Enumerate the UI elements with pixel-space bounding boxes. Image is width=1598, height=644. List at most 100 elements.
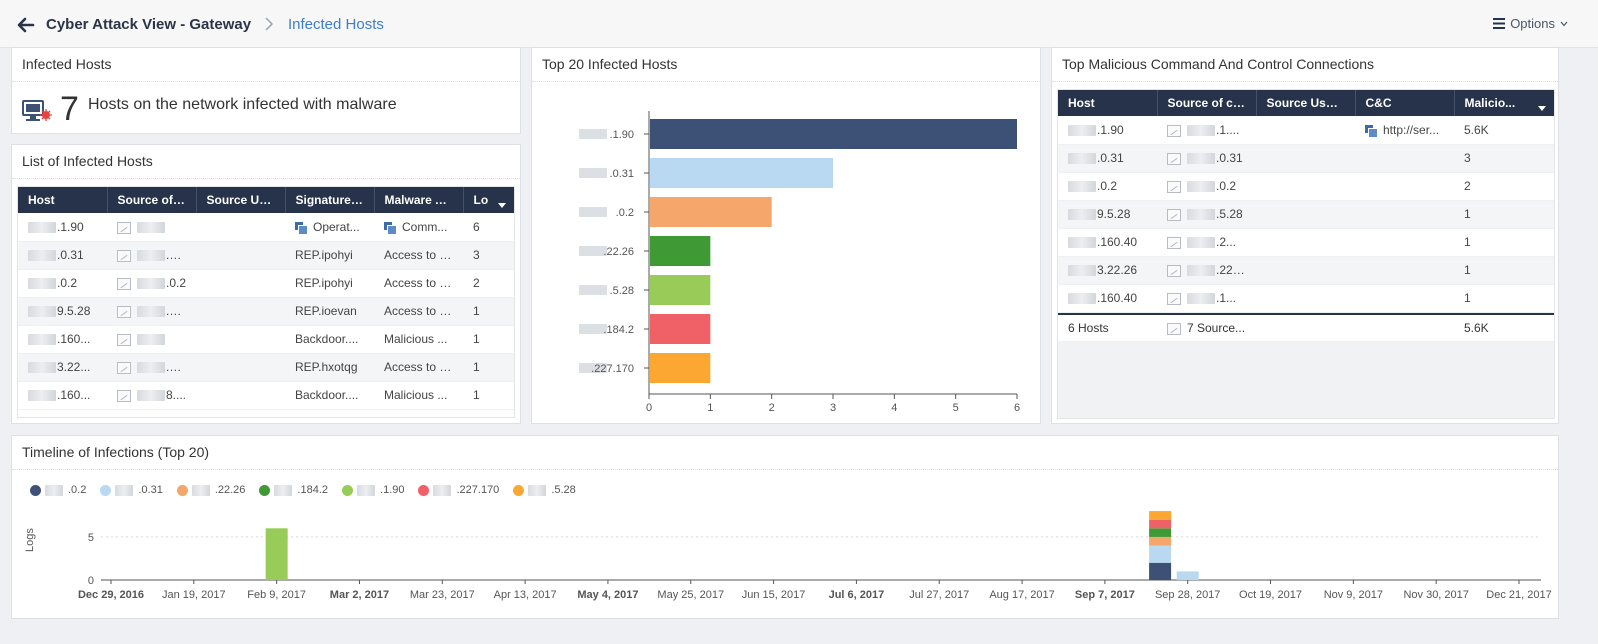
bar[interactable] — [650, 353, 711, 383]
legend-item[interactable]: .0.2 — [30, 484, 86, 496]
redacted-text — [1187, 209, 1215, 221]
timeline-bar-segment[interactable] — [1149, 519, 1172, 529]
table-row[interactable]: .1.90.1.... http://ser... 5.6K — [1058, 116, 1554, 145]
column-header-source-user[interactable]: Source User... — [1256, 90, 1356, 116]
timeline-bar-segment[interactable] — [265, 528, 288, 580]
source-cell: .5.28 — [107, 297, 196, 326]
timeline-bar-segment[interactable] — [1149, 562, 1172, 580]
legend-item[interactable]: .5.28 — [513, 484, 576, 496]
legend-label: .1.90 — [380, 484, 405, 496]
bar[interactable] — [650, 236, 711, 266]
source-user-cell — [196, 297, 285, 326]
redacted-text — [1068, 293, 1096, 305]
legend-swatch — [259, 484, 271, 496]
breadcrumb-current[interactable]: Infected Hosts — [288, 16, 384, 33]
hamburger-icon — [1493, 18, 1506, 29]
table-row[interactable]: 3.22... .22... REP.hxotqg Access to s... 1 — [18, 353, 514, 382]
column-header-logs[interactable]: Lo — [463, 187, 514, 213]
copy-icon[interactable] — [1365, 124, 1378, 138]
redacted-text — [1187, 265, 1215, 277]
image-icon — [1167, 264, 1181, 277]
timeline-bar-segment[interactable] — [1149, 536, 1172, 546]
signature-cell: REP.ipohyi — [285, 241, 374, 270]
redacted-text — [274, 484, 293, 496]
x-tick-label: May 4, 2017 — [577, 589, 638, 601]
legend-item[interactable]: .0.31 — [100, 484, 163, 496]
malware-cell: Comm... — [374, 213, 463, 242]
table-row[interactable]: .160... 8.... Backdoor.... Malicious ... 1 — [18, 381, 514, 410]
redacted-text — [1068, 237, 1096, 249]
chevron-down-icon — [1560, 21, 1568, 26]
redacted-text — [28, 250, 56, 262]
source-user-cell — [1256, 228, 1355, 257]
table-row[interactable]: .0.2.0.2 REP.ipohyi Access to s... 2 — [18, 269, 514, 298]
top20-infected-hosts-panel: Top 20 Infected Hosts 0 1 2 3 4 5 6 .1.90 .0.31.… — [531, 47, 1041, 424]
redacted-text — [28, 278, 56, 290]
y-tick-label: 0 — [88, 575, 94, 587]
bar[interactable] — [650, 314, 711, 344]
legend-item[interactable]: .227.170 — [418, 484, 499, 496]
timeline-bar-segment[interactable] — [1149, 545, 1172, 563]
infected-hosts-description: Hosts on the network infected with malwa… — [88, 96, 397, 113]
malicious-cell: 1 — [1454, 200, 1554, 229]
column-header-source[interactable]: Source of ... — [107, 187, 197, 213]
legend-label: .5.28 — [551, 484, 576, 496]
legend-item[interactable]: .1.90 — [342, 484, 404, 496]
x-tick-label: 6 — [1014, 402, 1020, 414]
column-header-malware[interactable]: Malware A... — [374, 187, 464, 213]
table-row[interactable]: .160... Backdoor.... Malicious ... 1 — [18, 325, 514, 354]
column-header-host[interactable]: Host — [1058, 90, 1158, 116]
page-title: Cyber Attack View - Gateway — [46, 16, 252, 33]
image-icon — [1167, 236, 1181, 249]
source-user-cell — [196, 381, 285, 410]
redacted-text — [1068, 265, 1096, 277]
redacted-text — [1187, 237, 1215, 249]
bar[interactable] — [650, 119, 1017, 149]
column-header-source-user[interactable]: Source Us... — [196, 187, 286, 213]
table-row[interactable]: 9.5.28.5.28 REP.ioevan Access to s... 1 — [18, 297, 514, 326]
host-cell: .1.90 — [18, 213, 107, 242]
source-user-cell — [1256, 284, 1355, 313]
redacted-text — [28, 306, 56, 318]
bar[interactable] — [650, 197, 772, 227]
column-header-signature[interactable]: Signature ... — [285, 187, 375, 213]
redacted-text — [1187, 293, 1215, 305]
timeline-legend: .0.2 .0.31 .22.26 .184.2 .1.90 .227.170 .5.28 — [30, 484, 576, 496]
table-row[interactable]: .160.40.2... 1 — [1058, 228, 1554, 257]
legend-label: .0.2 — [68, 484, 87, 496]
infected-hosts-panel: Infected Hosts 7 Hosts on the network in… — [11, 47, 521, 134]
table-row[interactable]: .1.90 Operat... Comm... 6 — [18, 213, 514, 242]
source-user-cell — [196, 241, 285, 270]
sort-icon — [1538, 105, 1546, 111]
timeline-bar-segment[interactable] — [1149, 511, 1172, 520]
column-header-source[interactable]: Source of co... — [1157, 90, 1257, 116]
legend-label: .227.170 — [456, 484, 500, 496]
column-header-cnc[interactable]: C&C — [1355, 90, 1455, 116]
x-tick-label: Sep 7, 2017 — [1075, 589, 1135, 601]
table-row[interactable]: .0.2.0.2 2 — [1058, 172, 1554, 201]
table-row[interactable]: 3.22.26.22.26 1 — [1058, 256, 1554, 285]
redacted-text — [1187, 125, 1215, 137]
table-row[interactable]: .0.31.0.31 REP.ipohyi Access to s... 3 — [18, 241, 514, 270]
legend-swatch — [176, 484, 188, 496]
legend-item[interactable]: .184.2 — [259, 484, 328, 496]
table-row[interactable]: 9.5.28.5.28 1 — [1058, 200, 1554, 229]
redacted-text — [28, 334, 56, 346]
legend-item[interactable]: .22.26 — [176, 484, 245, 496]
column-header-host[interactable]: Host — [18, 187, 108, 213]
image-icon — [1167, 180, 1181, 193]
bar[interactable] — [650, 275, 711, 305]
options-menu-button[interactable]: Options — [1493, 16, 1568, 31]
copy-icon[interactable] — [384, 221, 397, 235]
copy-icon[interactable] — [295, 221, 308, 235]
timeline-bar-segment[interactable] — [1149, 528, 1172, 537]
legend-swatch — [100, 484, 112, 496]
back-arrow-icon[interactable] — [16, 15, 36, 35]
column-header-malicious[interactable]: Malicio... — [1454, 90, 1554, 116]
timeline-bar-segment[interactable] — [1176, 571, 1199, 580]
x-tick-label: Nov 9, 2017 — [1324, 589, 1383, 601]
x-tick-label: Nov 30, 2017 — [1403, 589, 1468, 601]
table-row[interactable]: .160.40.1... 1 — [1058, 284, 1554, 313]
table-row[interactable]: .0.31.0.31 3 — [1058, 144, 1554, 173]
bar[interactable] — [650, 158, 833, 188]
